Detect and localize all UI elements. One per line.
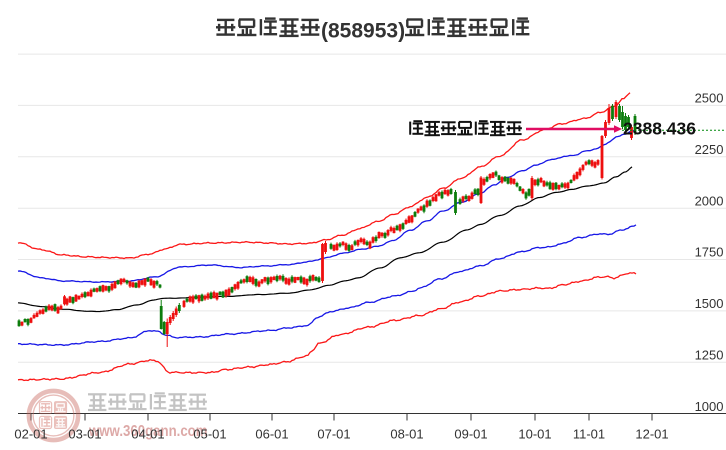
svg-text:1500: 1500	[695, 296, 724, 311]
svg-text:1250: 1250	[695, 347, 724, 362]
svg-text:2388.436: 2388.436	[623, 119, 696, 139]
svg-text:06-01: 06-01	[255, 427, 288, 442]
svg-text:03-01: 03-01	[68, 427, 101, 442]
svg-text:04-01: 04-01	[131, 427, 164, 442]
svg-text:05-01: 05-01	[193, 427, 226, 442]
svg-text:12-01: 12-01	[635, 427, 668, 442]
svg-text:10-01: 10-01	[518, 427, 551, 442]
svg-text:2250: 2250	[695, 142, 724, 157]
svg-text:www.360gann.com: www.360gann.com	[88, 423, 207, 440]
svg-text:07-01: 07-01	[317, 427, 350, 442]
svg-text:09-01: 09-01	[454, 427, 487, 442]
svg-text:11-01: 11-01	[573, 427, 605, 442]
svg-text:02-01: 02-01	[14, 427, 47, 442]
svg-text:1000: 1000	[695, 399, 724, 414]
svg-text:(858953): (858953)	[321, 19, 405, 42]
svg-text:2500: 2500	[695, 91, 724, 106]
svg-text:1750: 1750	[695, 245, 724, 260]
svg-text:08-01: 08-01	[390, 427, 423, 442]
svg-text:2000: 2000	[695, 193, 724, 208]
